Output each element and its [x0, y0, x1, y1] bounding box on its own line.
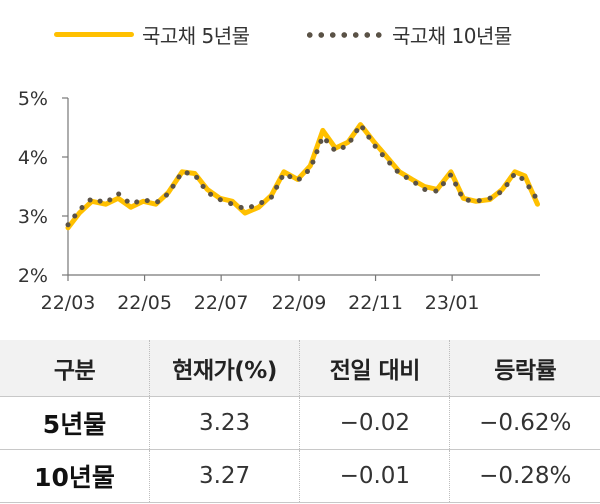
x-tick-label: 22/05 — [117, 292, 172, 314]
row-label-10y: 10년물 — [0, 449, 150, 503]
cell-current-10y: 3.27 — [149, 449, 300, 503]
x-axis: 22/03 22/05 22/07 22/09 22/11 23/01 — [41, 274, 540, 314]
legend-label-10y: 국고채 10년물 — [392, 24, 512, 48]
series-layer — [65, 119, 540, 231]
cell-rate-10y: −0.28% — [449, 449, 600, 503]
series-line-1 — [65, 119, 540, 228]
x-tick-label: 22/07 — [194, 292, 249, 314]
col-header-change: 전일 대비 — [299, 340, 450, 397]
cell-current-5y: 3.23 — [149, 396, 300, 450]
cell-change-10y: −0.01 — [299, 449, 450, 503]
col-header-current: 현재가(%) — [149, 340, 300, 397]
col-header-rate: 등락률 — [449, 340, 600, 397]
y-tick-label: 4% — [18, 147, 48, 169]
cell-rate-5y: −0.62% — [449, 396, 600, 450]
y-tick-label: 5% — [18, 88, 48, 110]
y-tick-label: 3% — [18, 206, 48, 228]
legend-label-5y: 국고채 5년물 — [142, 24, 250, 48]
y-axis: 2% 3% 4% 5% — [18, 88, 69, 287]
x-tick-label: 23/01 — [425, 292, 480, 314]
yield-summary-table: 구분 현재가(%) 전일 대비 등락률 5년물 3.23 −0.02 −0.62… — [0, 340, 600, 503]
legend-item-10y: 국고채 10년물 — [304, 20, 512, 49]
legend-swatch-solid — [54, 32, 134, 37]
cell-change-5y: −0.02 — [299, 396, 450, 450]
series-line-0 — [65, 122, 540, 231]
legend-item-5y: 국고채 5년물 — [54, 20, 250, 49]
x-tick-label: 22/03 — [41, 292, 96, 314]
table-row: 10년물 3.27 −0.01 −0.28% — [0, 449, 600, 503]
x-tick-label: 22/09 — [272, 292, 327, 314]
legend-swatch-dotted — [304, 31, 384, 38]
x-tick-label: 22/11 — [348, 292, 403, 314]
row-label-5y: 5년물 — [0, 396, 150, 450]
bond-yield-chart: 2% 3% 4% 5% 22/03 22/05 22/07 22/09 22/11 23/01 — [18, 88, 540, 314]
table-row: 5년물 3.23 −0.02 −0.62% — [0, 396, 600, 450]
table-header-row: 구분 현재가(%) 전일 대비 등락률 — [0, 340, 600, 397]
col-header-category: 구분 — [0, 340, 150, 397]
y-tick-label: 2% — [18, 265, 48, 287]
chart-legend: 국고채 5년물 국고채 10년물 — [54, 12, 574, 52]
